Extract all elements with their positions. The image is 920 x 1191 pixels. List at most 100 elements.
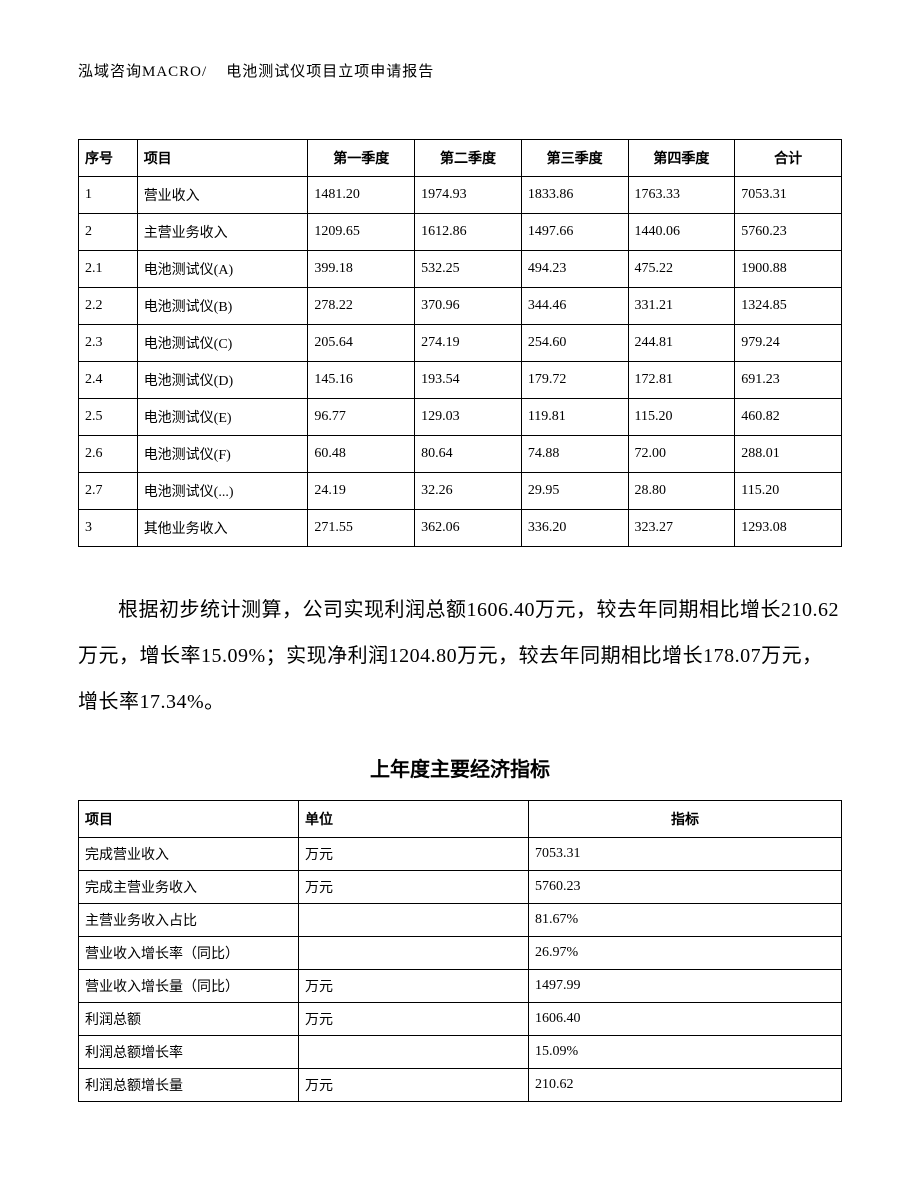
col-q3: 第三季度 <box>521 140 628 177</box>
table-cell: 145.16 <box>308 362 415 399</box>
table-cell: 万元 <box>299 838 529 871</box>
table-cell: 172.81 <box>628 362 735 399</box>
table-cell: 691.23 <box>735 362 842 399</box>
table-row: 利润总额万元1606.40 <box>79 1003 842 1036</box>
table-cell: 1763.33 <box>628 177 735 214</box>
table-cell: 274.19 <box>415 325 522 362</box>
table-cell: 其他业务收入 <box>137 510 308 547</box>
table-cell: 电池测试仪(B) <box>137 288 308 325</box>
col-value: 指标 <box>529 801 842 838</box>
col-unit: 单位 <box>299 801 529 838</box>
table-cell: 7053.31 <box>735 177 842 214</box>
header-doc-title: 电池测试仪项目立项申请报告 <box>226 64 434 80</box>
page-header: 泓域咨询MACRO/ 电池测试仪项目立项申请报告 <box>78 60 842 81</box>
col-q1: 第一季度 <box>308 140 415 177</box>
table-cell: 1497.99 <box>529 970 842 1003</box>
table-cell: 210.62 <box>529 1069 842 1102</box>
indicators-table: 项目 单位 指标 完成营业收入万元7053.31完成主营业务收入万元5760.2… <box>78 800 842 1102</box>
table-cell <box>299 1036 529 1069</box>
table-cell: 营业收入增长率（同比） <box>79 937 299 970</box>
col-project: 项目 <box>79 801 299 838</box>
table-cell: 32.26 <box>415 473 522 510</box>
table-row: 2.3电池测试仪(C)205.64274.19254.60244.81979.2… <box>79 325 842 362</box>
table-cell: 323.27 <box>628 510 735 547</box>
table-cell: 475.22 <box>628 251 735 288</box>
table-cell: 5760.23 <box>529 871 842 904</box>
table-row: 2.7电池测试仪(...)24.1932.2629.9528.80115.20 <box>79 473 842 510</box>
table-row: 2.4电池测试仪(D)145.16193.54179.72172.81691.2… <box>79 362 842 399</box>
table-cell: 1293.08 <box>735 510 842 547</box>
table-row: 主营业务收入占比81.67% <box>79 904 842 937</box>
table-cell: 2.1 <box>79 251 138 288</box>
table-cell: 28.80 <box>628 473 735 510</box>
indicators-table-head: 项目 单位 指标 <box>79 801 842 838</box>
table-cell: 129.03 <box>415 399 522 436</box>
table-cell: 2.5 <box>79 399 138 436</box>
table-cell: 万元 <box>299 1003 529 1036</box>
table-cell: 1481.20 <box>308 177 415 214</box>
table-cell: 1606.40 <box>529 1003 842 1036</box>
table-cell: 万元 <box>299 871 529 904</box>
table-cell: 1974.93 <box>415 177 522 214</box>
table-cell: 331.21 <box>628 288 735 325</box>
summary-paragraph: 根据初步统计测算，公司实现利润总额1606.40万元，较去年同期相比增长210.… <box>78 587 842 725</box>
col-q4: 第四季度 <box>628 140 735 177</box>
table-row: 2.5电池测试仪(E)96.77129.03119.81115.20460.82 <box>79 399 842 436</box>
table-cell: 1833.86 <box>521 177 628 214</box>
table-cell: 完成营业收入 <box>79 838 299 871</box>
table-row: 2.1电池测试仪(A)399.18532.25494.23475.221900.… <box>79 251 842 288</box>
table-cell: 利润总额 <box>79 1003 299 1036</box>
table-cell: 7053.31 <box>529 838 842 871</box>
table-row: 完成营业收入万元7053.31 <box>79 838 842 871</box>
table-row: 利润总额增长量万元210.62 <box>79 1069 842 1102</box>
table-row: 完成主营业务收入万元5760.23 <box>79 871 842 904</box>
table-cell: 2.7 <box>79 473 138 510</box>
table-cell: 电池测试仪(...) <box>137 473 308 510</box>
table-cell: 2.2 <box>79 288 138 325</box>
table-cell: 1497.66 <box>521 214 628 251</box>
table-cell: 532.25 <box>415 251 522 288</box>
table-cell: 电池测试仪(D) <box>137 362 308 399</box>
table-cell: 205.64 <box>308 325 415 362</box>
col-total: 合计 <box>735 140 842 177</box>
table-cell: 电池测试仪(F) <box>137 436 308 473</box>
table-cell: 74.88 <box>521 436 628 473</box>
table-cell: 96.77 <box>308 399 415 436</box>
table-cell: 2.3 <box>79 325 138 362</box>
table-row: 利润总额增长率15.09% <box>79 1036 842 1069</box>
table-row: 营业收入增长率（同比）26.97% <box>79 937 842 970</box>
table-cell: 60.48 <box>308 436 415 473</box>
table-cell: 5760.23 <box>735 214 842 251</box>
revenue-table-head: 序号 项目 第一季度 第二季度 第三季度 第四季度 合计 <box>79 140 842 177</box>
table-header-row: 序号 项目 第一季度 第二季度 第三季度 第四季度 合计 <box>79 140 842 177</box>
table-cell: 万元 <box>299 1069 529 1102</box>
table-cell: 362.06 <box>415 510 522 547</box>
table-cell: 电池测试仪(E) <box>137 399 308 436</box>
table-cell: 1900.88 <box>735 251 842 288</box>
table-cell: 1440.06 <box>628 214 735 251</box>
table-cell: 1324.85 <box>735 288 842 325</box>
table-cell: 营业收入增长量（同比） <box>79 970 299 1003</box>
table-cell: 2 <box>79 214 138 251</box>
table-cell: 460.82 <box>735 399 842 436</box>
table-cell: 179.72 <box>521 362 628 399</box>
table-cell: 81.67% <box>529 904 842 937</box>
header-company: 泓域咨询MACRO/ <box>78 64 207 80</box>
table-cell: 完成主营业务收入 <box>79 871 299 904</box>
col-item: 项目 <box>137 140 308 177</box>
table-cell: 370.96 <box>415 288 522 325</box>
table-cell: 2.4 <box>79 362 138 399</box>
table-cell: 119.81 <box>521 399 628 436</box>
revenue-table-body: 1营业收入1481.201974.931833.861763.337053.31… <box>79 177 842 547</box>
table-cell: 主营业务收入 <box>137 214 308 251</box>
table-cell: 29.95 <box>521 473 628 510</box>
table-cell: 1 <box>79 177 138 214</box>
table-cell: 营业收入 <box>137 177 308 214</box>
table-cell: 利润总额增长量 <box>79 1069 299 1102</box>
table-cell: 电池测试仪(A) <box>137 251 308 288</box>
table-cell: 万元 <box>299 970 529 1003</box>
table-row: 1营业收入1481.201974.931833.861763.337053.31 <box>79 177 842 214</box>
table-cell: 1209.65 <box>308 214 415 251</box>
table-cell: 115.20 <box>628 399 735 436</box>
table-row: 营业收入增长量（同比）万元1497.99 <box>79 970 842 1003</box>
